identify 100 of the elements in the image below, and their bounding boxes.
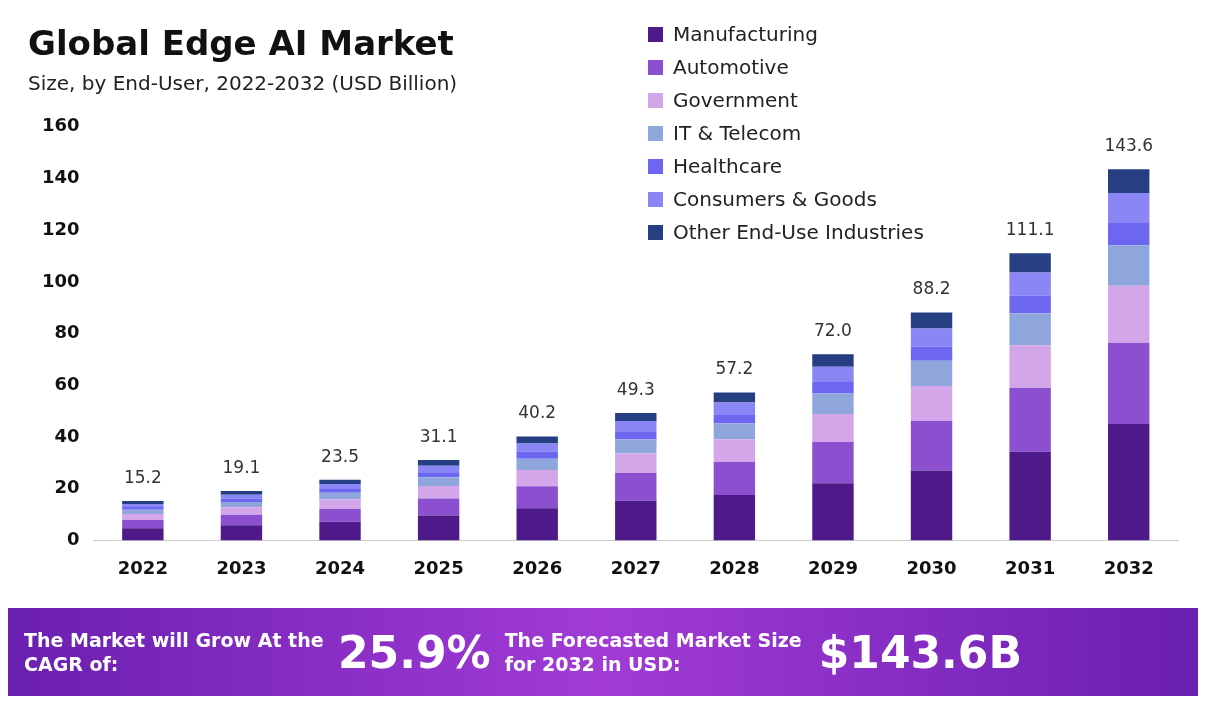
bar bbox=[220, 491, 263, 495]
bar bbox=[516, 486, 558, 509]
bar bbox=[516, 451, 558, 459]
bar bbox=[220, 525, 263, 541]
bar bbox=[1009, 295, 1051, 314]
bar bbox=[1108, 245, 1150, 286]
bar bbox=[910, 312, 953, 329]
bar bbox=[615, 439, 657, 454]
bar bbox=[122, 507, 164, 510]
bar bbox=[910, 470, 953, 541]
bar bbox=[910, 360, 953, 387]
x-tick-label: 2027 bbox=[610, 556, 661, 578]
total-label: 72.0 bbox=[814, 320, 852, 341]
x-tick-label: 2030 bbox=[906, 556, 957, 578]
bar bbox=[319, 488, 361, 493]
bar bbox=[1009, 387, 1051, 452]
bar bbox=[812, 381, 854, 394]
text: The Forecasted Market Size for 2032 in USD: bbox=[504, 628, 803, 676]
bar bbox=[122, 501, 164, 504]
bar bbox=[516, 470, 558, 487]
bar bbox=[713, 423, 756, 440]
x-tick-label: 2024 bbox=[314, 556, 366, 578]
x-tick-label: 2032 bbox=[1103, 556, 1154, 578]
bar bbox=[812, 366, 854, 382]
bar bbox=[417, 472, 460, 478]
bar bbox=[417, 486, 460, 499]
bar bbox=[417, 460, 460, 466]
bar bbox=[319, 508, 361, 522]
bar bbox=[812, 483, 854, 541]
x-tick-label: 2025 bbox=[413, 556, 464, 578]
y-tick-label: 120 bbox=[42, 217, 80, 239]
y-tick-label: 40 bbox=[54, 424, 80, 446]
bar bbox=[319, 499, 361, 509]
bar bbox=[812, 413, 854, 442]
x-tick-label: 2031 bbox=[1005, 556, 1056, 578]
chart-title: Global Edge AI Market bbox=[28, 23, 454, 64]
chart-subtitle: Size, by End-User, 2022-2032 (USD Billion) bbox=[28, 71, 458, 95]
total-label: 88.2 bbox=[912, 278, 951, 299]
bar bbox=[1108, 424, 1150, 541]
bar bbox=[1108, 222, 1150, 246]
bar bbox=[812, 354, 854, 367]
bar bbox=[1009, 345, 1051, 388]
x-tick-label: 2026 bbox=[512, 556, 563, 578]
bar bbox=[220, 514, 263, 526]
bar bbox=[812, 393, 854, 414]
bar bbox=[910, 346, 953, 361]
legend-label: Automotive bbox=[673, 55, 789, 79]
bar bbox=[1009, 253, 1051, 273]
bar bbox=[516, 436, 558, 444]
bar bbox=[122, 509, 164, 515]
bar bbox=[417, 477, 460, 487]
bar bbox=[319, 479, 361, 485]
y-tick-label: 80 bbox=[54, 321, 80, 343]
bar bbox=[910, 420, 953, 471]
x-tick-label: 2028 bbox=[709, 556, 760, 578]
y-tick-label: 160 bbox=[42, 114, 80, 136]
bar bbox=[122, 519, 164, 529]
bar bbox=[615, 453, 657, 473]
legend-label: Manufacturing bbox=[673, 22, 818, 46]
bar bbox=[615, 500, 657, 541]
bar bbox=[1009, 313, 1051, 346]
total-label: 31.1 bbox=[419, 425, 458, 446]
x-tick-label: 2029 bbox=[807, 556, 859, 578]
x-tick-label: 2022 bbox=[117, 556, 168, 578]
text: $143.6B bbox=[818, 626, 1022, 678]
bar bbox=[122, 503, 164, 508]
text: 25.9% bbox=[338, 626, 491, 678]
legend-label: IT & Telecom bbox=[673, 121, 802, 145]
bar bbox=[1108, 169, 1150, 193]
bar bbox=[417, 465, 460, 473]
legend-label: Government bbox=[673, 88, 798, 112]
legend-label: Consumers & Goods bbox=[673, 187, 877, 211]
legend-label: Healthcare bbox=[673, 154, 783, 178]
bar bbox=[713, 494, 756, 541]
y-tick-label: 140 bbox=[42, 166, 80, 188]
bar bbox=[516, 458, 558, 471]
bar bbox=[615, 472, 657, 501]
bar bbox=[713, 414, 756, 424]
total-label: 143.6 bbox=[1104, 135, 1154, 156]
bar bbox=[812, 441, 854, 484]
bar bbox=[713, 439, 756, 463]
bar bbox=[713, 392, 756, 403]
bar bbox=[1108, 285, 1150, 343]
bar bbox=[516, 443, 558, 452]
y-tick-label: 0 bbox=[67, 528, 80, 550]
bar bbox=[417, 515, 460, 541]
bar bbox=[122, 514, 164, 520]
bar bbox=[615, 412, 657, 421]
total-label: 49.3 bbox=[616, 378, 655, 399]
y-tick-label: 100 bbox=[42, 269, 80, 291]
text: The Market will Grow At the CAGR of: bbox=[24, 628, 324, 676]
bar bbox=[319, 484, 361, 489]
bar bbox=[1009, 451, 1051, 541]
bar bbox=[1108, 192, 1150, 223]
legend-label: Other End-Use Industries bbox=[673, 220, 924, 244]
bar bbox=[220, 507, 263, 515]
bar bbox=[417, 498, 460, 516]
bar bbox=[122, 528, 164, 541]
bar bbox=[319, 521, 361, 541]
bar bbox=[615, 431, 657, 440]
